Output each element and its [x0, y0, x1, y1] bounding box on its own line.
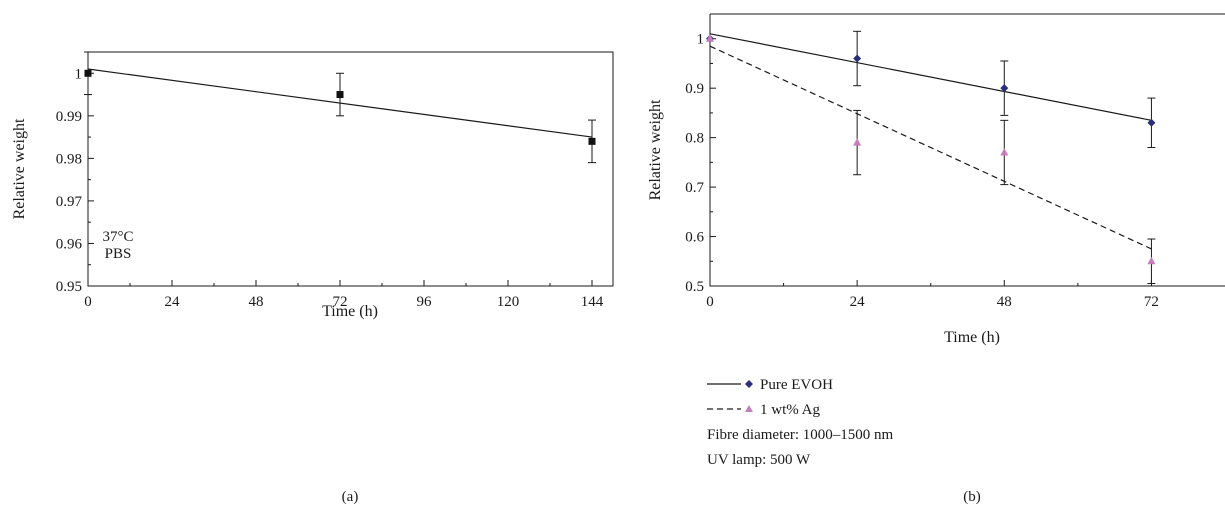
y-tick-label: 0.8 — [685, 131, 704, 147]
x-tick-label: 48 — [997, 294, 1012, 310]
panel-b: 0.5 0.6 0.7 0.8 0.9 1 0 24 48 72 Time (h) Relati… — [647, 13, 1225, 505]
legend-diamond-marker — [745, 380, 753, 388]
legend-triangle-marker — [745, 405, 753, 412]
x-tick-label: 48 — [249, 294, 264, 310]
x-tick-label: 0 — [84, 294, 92, 310]
legend-label-ag: 1 wt% Ag — [760, 402, 821, 418]
data-point-diamond — [1147, 118, 1156, 127]
legend-entry-pure-evoh: Pure EVOH — [707, 377, 833, 393]
y-axis-title-b: Relative weight — [647, 99, 664, 200]
data-points-a — [84, 51, 596, 164]
panel-a: 0.95 0.96 0.97 0.98 0.99 1 0 24 48 72 96 120 144 Ti… — [11, 51, 614, 505]
x-tick-label: 24 — [850, 294, 866, 310]
fit-lines-b — [709, 33, 1152, 250]
data-points-b — [706, 30, 1156, 285]
y-axis-title-a: Relative weight — [11, 118, 28, 219]
legend: Pure EVOH 1 wt% Ag Fibre diameter: 1000–… — [707, 377, 894, 468]
x-axis-title-a: Time (h) — [322, 303, 378, 320]
data-point-diamond — [1000, 84, 1009, 93]
note-uv-lamp: UV lamp: 500 W — [707, 452, 811, 468]
y-tick-label: 1 — [75, 66, 83, 82]
y-tick-label: 0.97 — [56, 194, 83, 210]
panel-label-b: (b) — [963, 489, 981, 505]
x-tick-label: 72 — [1144, 294, 1159, 310]
data-point-square — [84, 69, 92, 77]
data-point-triangle — [1147, 256, 1156, 265]
data-point-triangle — [706, 34, 714, 42]
y-tick-label: 0.9 — [685, 81, 704, 97]
annotation-temperature: 37°C — [102, 229, 133, 245]
y-tick-label: 0.98 — [56, 151, 82, 167]
y-tick-label: 0.96 — [56, 236, 83, 252]
data-point-triangle — [853, 138, 862, 146]
y-ticks-a: 0.95 0.96 0.97 0.98 0.99 1 — [56, 66, 94, 295]
y-tick-label: 0.7 — [685, 180, 704, 196]
y-tick-label: 0.6 — [685, 230, 704, 246]
x-tick-label: 144 — [581, 294, 604, 310]
y-tick-label: 0.99 — [56, 109, 82, 125]
annotation-medium: PBS — [105, 246, 132, 262]
x-tick-label: 72 — [333, 294, 348, 310]
data-point-square — [588, 137, 596, 145]
x-tick-label: 120 — [497, 294, 520, 310]
y-tick-label: 0.5 — [685, 279, 704, 295]
panel-label-a: (a) — [342, 489, 359, 505]
x-tick-label: 24 — [165, 294, 181, 310]
data-point-square — [336, 91, 344, 99]
x-ticks-a: 0 24 48 72 96 120 144 — [84, 280, 604, 310]
data-point-triangle — [1000, 147, 1009, 156]
legend-label-pure-evoh: Pure EVOH — [760, 377, 833, 393]
plot-frame-a — [87, 51, 614, 287]
x-tick-label: 96 — [417, 294, 433, 310]
x-axis-title-b: Time (h) — [944, 329, 1000, 346]
x-tick-label: 0 — [706, 294, 714, 310]
y-tick-label: 1 — [697, 32, 705, 48]
legend-entry-ag: 1 wt% Ag — [707, 402, 821, 418]
y-ticks-b: 0.5 0.6 0.7 0.8 0.9 1 — [685, 32, 716, 295]
fit-line-series-1 — [709, 45, 1152, 250]
note-fibre-diameter: Fibre diameter: 1000–1500 nm — [707, 427, 894, 443]
y-tick-label: 0.95 — [56, 279, 82, 295]
plot-frame-b — [709, 13, 1225, 287]
fit-line-series-0 — [709, 33, 1152, 121]
data-point-diamond — [853, 54, 862, 63]
x-ticks-b: 0 24 48 72 — [706, 280, 1159, 310]
